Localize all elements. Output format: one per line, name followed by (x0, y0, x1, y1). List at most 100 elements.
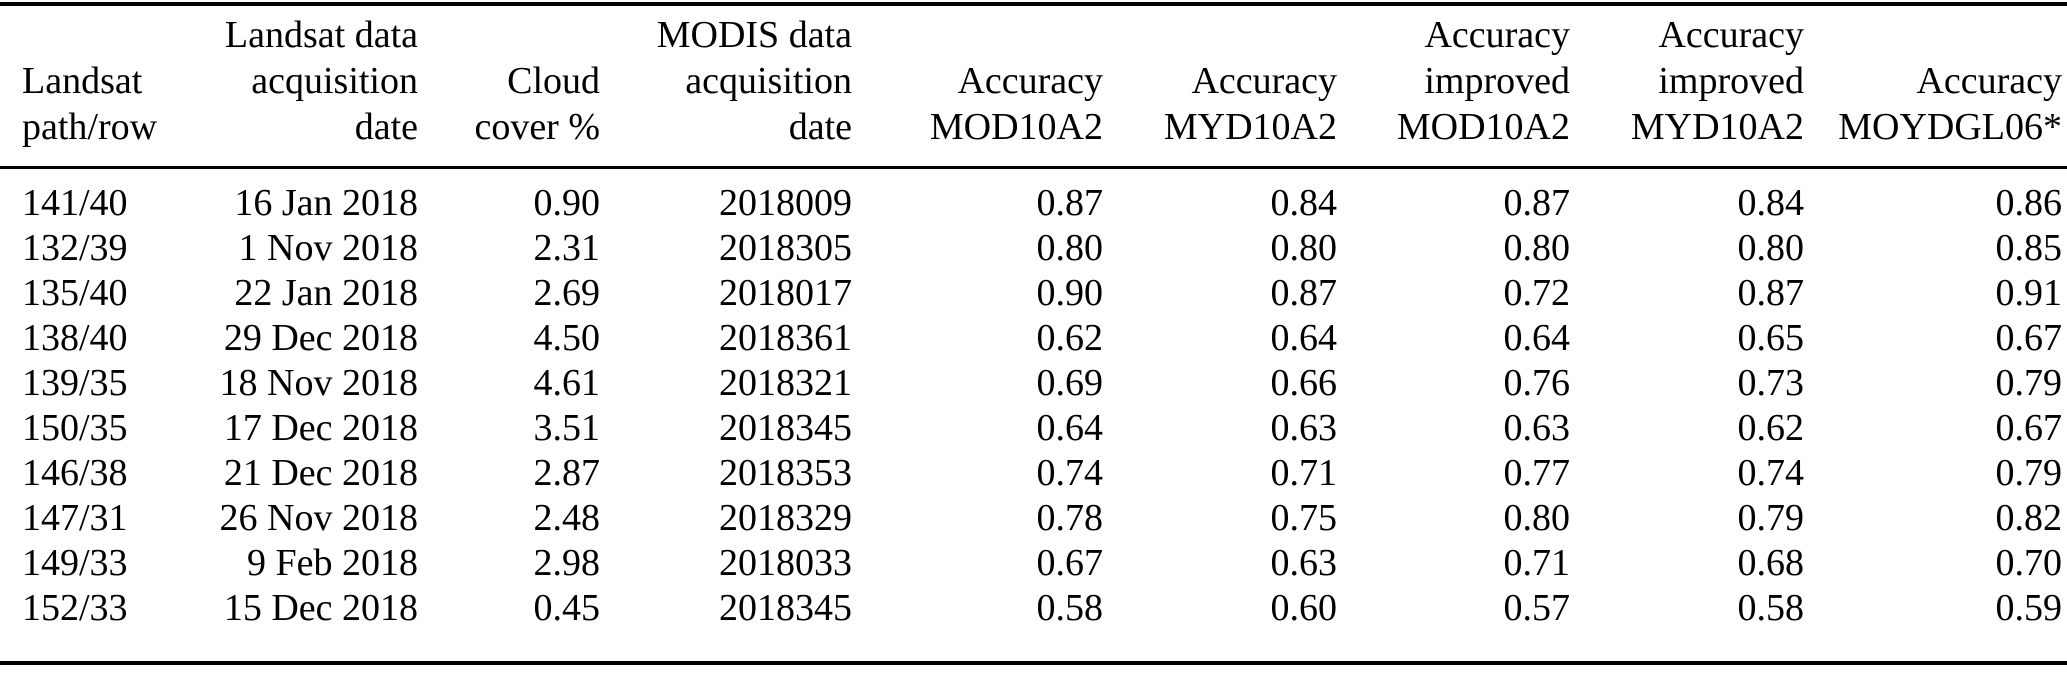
header-line: Accuracy (1191, 60, 1337, 102)
col-header-accuracy-improved-mod10a2: Accuracy improved MOD10A2 (1342, 4, 1575, 169)
cell-accuracy-improved-mod10a2: 0.87 (1503, 182, 1571, 224)
cell-landsat-path-row: 152/33 (22, 587, 128, 629)
cell-cloud-cover-percent: 4.61 (533, 362, 601, 404)
table-row: 138/40 29 Dec 2018 4.50 2018361 0.62 0.64 0.64… (0, 316, 2067, 361)
cell-landsat-path-row: 141/40 (22, 182, 128, 224)
header-line: path/row (22, 106, 158, 148)
cell-modis-acquisition-date: 2018353 (719, 452, 852, 494)
cell-accuracy-myd10a2: 0.64 (1270, 317, 1338, 359)
table-row: 141/40 16 Jan 2018 0.90 2018009 0.87 0.84 0.87… (0, 168, 2067, 227)
cell-accuracy-moydgl06: 0.70 (1995, 542, 2063, 584)
header-line: date (354, 106, 418, 148)
header-line: Accuracy (1658, 14, 1804, 56)
header-line: improved (1424, 60, 1570, 102)
col-header-accuracy-myd10a2: Accuracy MYD10A2 (1108, 4, 1342, 169)
table-body: 141/40 16 Jan 2018 0.90 2018009 0.87 0.84 0.87… (0, 168, 2067, 664)
cell-accuracy-improved-myd10a2: 0.79 (1737, 497, 1805, 539)
col-header-accuracy-improved-myd10a2: Accuracy improved MYD10A2 (1575, 4, 1809, 169)
cell-accuracy-moydgl06: 0.86 (1995, 182, 2063, 224)
cell-landsat-path-row: 146/38 (22, 452, 128, 494)
cell-modis-acquisition-date: 2018329 (719, 497, 852, 539)
cell-accuracy-myd10a2: 0.63 (1270, 407, 1338, 449)
cell-accuracy-moydgl06: 0.67 (1995, 317, 2063, 359)
cell-cloud-cover-percent: 4.50 (533, 317, 601, 359)
cell-landsat-path-row: 138/40 (22, 317, 128, 359)
cell-accuracy-mod10a2: 0.67 (1036, 542, 1104, 584)
cell-accuracy-improved-mod10a2: 0.80 (1503, 227, 1571, 269)
col-header-accuracy-moydgl06: Accuracy MOYDGL06* (1809, 4, 2067, 169)
header-line: MOYDGL06* (1838, 106, 2062, 148)
col-header-modis-acquisition-date: MODIS data acquisition date (605, 4, 857, 169)
cell-landsat-acquisition-date: 18 Nov 2018 (219, 362, 418, 404)
cell-accuracy-mod10a2: 0.62 (1036, 317, 1104, 359)
cell-landsat-acquisition-date: 15 Dec 2018 (223, 587, 418, 629)
col-header-cloud-cover-percent: Cloud cover % (423, 4, 605, 169)
cell-accuracy-moydgl06: 0.82 (1995, 497, 2063, 539)
cell-cloud-cover-percent: 2.87 (533, 452, 601, 494)
cell-landsat-path-row: 147/31 (22, 497, 128, 539)
cell-accuracy-myd10a2: 0.63 (1270, 542, 1338, 584)
cell-accuracy-moydgl06: 0.91 (1995, 272, 2063, 314)
header-line: Accuracy (1424, 14, 1570, 56)
cell-accuracy-improved-mod10a2: 0.72 (1503, 272, 1571, 314)
header-line: Accuracy (957, 60, 1103, 102)
cell-modis-acquisition-date: 2018009 (719, 182, 852, 224)
table-row: 147/31 26 Nov 2018 2.48 2018329 0.78 0.75 0.80… (0, 496, 2067, 541)
cell-modis-acquisition-date: 2018305 (719, 227, 852, 269)
cell-cloud-cover-percent: 0.90 (533, 182, 601, 224)
cell-accuracy-mod10a2: 0.80 (1036, 227, 1104, 269)
cell-accuracy-improved-mod10a2: 0.63 (1503, 407, 1571, 449)
cell-accuracy-improved-mod10a2: 0.57 (1503, 587, 1571, 629)
cell-landsat-acquisition-date: 22 Jan 2018 (234, 272, 418, 314)
cell-cloud-cover-percent: 2.31 (533, 227, 601, 269)
cell-landsat-path-row: 149/33 (22, 542, 128, 584)
header-line: Landsat data (224, 14, 418, 56)
cell-landsat-path-row: 132/39 (22, 227, 128, 269)
table-row: 146/38 21 Dec 2018 2.87 2018353 0.74 0.71 0.77… (0, 451, 2067, 496)
cell-accuracy-improved-myd10a2: 0.65 (1737, 317, 1805, 359)
cell-cloud-cover-percent: 2.69 (533, 272, 601, 314)
cell-accuracy-myd10a2: 0.80 (1270, 227, 1338, 269)
cell-landsat-acquisition-date: 9 Feb 2018 (247, 542, 418, 584)
header-line: MOD10A2 (929, 106, 1103, 148)
cell-accuracy-mod10a2: 0.64 (1036, 407, 1104, 449)
cell-accuracy-improved-myd10a2: 0.68 (1737, 542, 1805, 584)
header-line: improved (1658, 60, 1804, 102)
cell-landsat-path-row: 139/35 (22, 362, 128, 404)
cell-accuracy-improved-myd10a2: 0.80 (1737, 227, 1805, 269)
col-header-landsat-acquisition-date: Landsat data acquisition date (190, 4, 423, 169)
table-row: 135/40 22 Jan 2018 2.69 2018017 0.90 0.87 0.72… (0, 271, 2067, 316)
cell-landsat-acquisition-date: 16 Jan 2018 (234, 182, 418, 224)
cell-accuracy-myd10a2: 0.60 (1270, 587, 1338, 629)
cell-accuracy-mod10a2: 0.90 (1036, 272, 1104, 314)
header-line: cover % (474, 106, 600, 148)
cell-landsat-acquisition-date: 21 Dec 2018 (223, 452, 418, 494)
cell-accuracy-mod10a2: 0.74 (1036, 452, 1104, 494)
cell-accuracy-mod10a2: 0.87 (1036, 182, 1104, 224)
cell-accuracy-myd10a2: 0.87 (1270, 272, 1338, 314)
cell-cloud-cover-percent: 2.98 (533, 542, 601, 584)
header-line: acquisition (251, 60, 418, 102)
cell-accuracy-improved-myd10a2: 0.74 (1737, 452, 1805, 494)
table-row: 139/35 18 Nov 2018 4.61 2018321 0.69 0.66 0.76… (0, 361, 2067, 406)
cell-cloud-cover-percent: 3.51 (533, 407, 601, 449)
cell-accuracy-myd10a2: 0.66 (1270, 362, 1338, 404)
header-line: MOD10A2 (1396, 106, 1570, 148)
cell-accuracy-mod10a2: 0.69 (1036, 362, 1104, 404)
cell-cloud-cover-percent: 0.45 (533, 587, 601, 629)
cell-modis-acquisition-date: 2018321 (719, 362, 852, 404)
header-line: Landsat (22, 60, 143, 102)
cell-accuracy-moydgl06: 0.67 (1995, 407, 2063, 449)
cell-modis-acquisition-date: 2018345 (719, 407, 852, 449)
header-line: MODIS data (656, 14, 852, 56)
cell-accuracy-mod10a2: 0.58 (1036, 587, 1104, 629)
table-row: 152/33 15 Dec 2018 0.45 2018345 0.58 0.60 0.57… (0, 586, 2067, 663)
cell-modis-acquisition-date: 2018345 (719, 587, 852, 629)
cell-accuracy-improved-mod10a2: 0.76 (1503, 362, 1571, 404)
cell-accuracy-moydgl06: 0.79 (1995, 452, 2063, 494)
cell-accuracy-improved-myd10a2: 0.87 (1737, 272, 1805, 314)
cell-accuracy-myd10a2: 0.75 (1270, 497, 1338, 539)
cell-landsat-path-row: 150/35 (22, 407, 128, 449)
table-header: Landsat path/row Landsat data acquisitio… (0, 4, 2067, 169)
